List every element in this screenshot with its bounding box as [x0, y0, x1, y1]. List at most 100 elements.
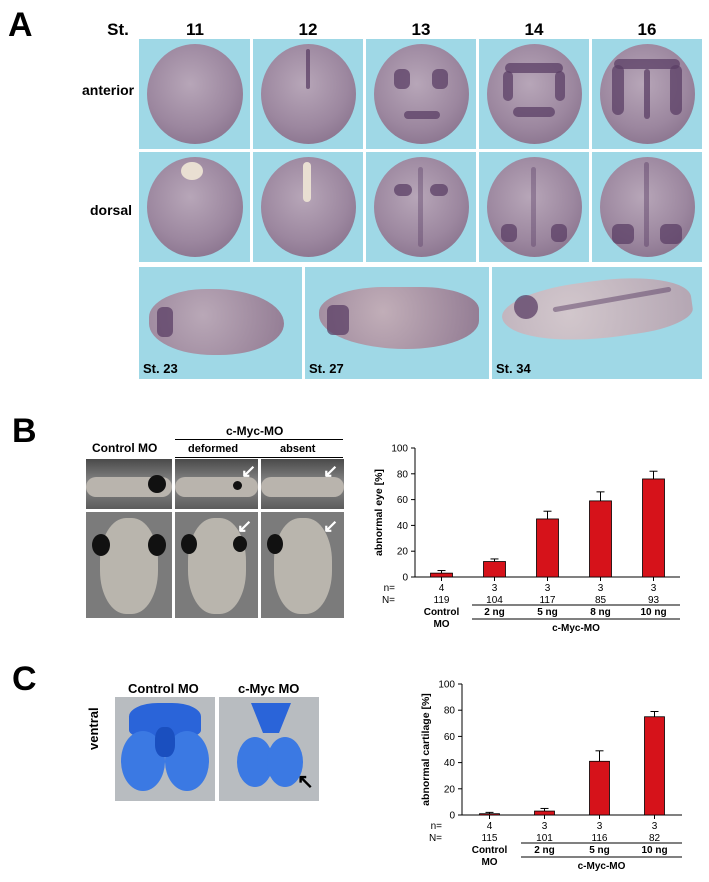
arrow-icon: ↙ — [241, 461, 257, 481]
arrow-icon: ↙ — [323, 516, 339, 536]
arrow-icon: ↙ — [237, 516, 253, 536]
bar — [534, 810, 555, 816]
stage-prefix: St. — [107, 20, 129, 39]
group-label: c-Myc-MO — [552, 623, 600, 634]
bar — [479, 813, 500, 816]
embryo-st13-dorsal — [366, 152, 476, 262]
x-category-label: MO — [433, 619, 449, 630]
control-mo-header: Control MO — [92, 441, 158, 455]
group-label: c-Myc-MO — [578, 861, 626, 872]
y-tick-label: 60 — [397, 495, 409, 506]
x-category-label: Control — [424, 607, 460, 618]
subheader-line — [175, 457, 343, 458]
panel-c-label: C — [12, 660, 37, 698]
stage-13-label: 13 — [411, 20, 431, 39]
tadpole-dorsal-control — [86, 512, 172, 618]
bar — [644, 716, 665, 816]
n-value: 3 — [545, 583, 551, 594]
n-value: 4 — [439, 583, 445, 594]
x-category-label: MO — [481, 857, 497, 868]
panel-a-label: A — [8, 6, 33, 44]
tadpole-lateral-deformed: ↙ — [175, 459, 258, 509]
bar — [536, 518, 559, 578]
ventral-label: ventral — [86, 707, 101, 750]
y-tick-label: 80 — [444, 706, 456, 717]
N-value: 119 — [434, 595, 450, 606]
cartilage-cmyc: ↖ — [219, 697, 319, 801]
cmyc-mo-header-c: c-Myc MO — [238, 681, 300, 696]
embryo-st14-anterior — [479, 39, 589, 149]
y-tick-label: 40 — [444, 758, 456, 769]
embryo-st11-dorsal — [139, 152, 250, 262]
x-category-label: Control — [472, 845, 508, 856]
x-category-label: 8 ng — [590, 607, 611, 618]
stage-34-label: St. 34 — [496, 361, 531, 376]
absent-subheader: absent — [280, 443, 316, 455]
embryo-st12-anterior — [253, 39, 363, 149]
embryo-st16-anterior — [592, 39, 702, 149]
x-category-label: 5 ng — [537, 607, 558, 618]
stage-16-label: 16 — [637, 20, 657, 39]
y-tick-label: 100 — [391, 444, 408, 455]
tadpole-dorsal-deformed: ↙ — [175, 512, 258, 618]
arrow-icon: ↖ — [297, 771, 314, 793]
embryo-st27-lateral: St. 27 — [305, 267, 489, 379]
y-tick-label: 20 — [444, 784, 456, 795]
cmyc-header-line — [175, 439, 343, 440]
n-value: 3 — [652, 821, 658, 832]
tadpole-lateral-control — [86, 459, 172, 509]
stage-27-label: St. 27 — [309, 361, 344, 376]
x-category-label: 2 ng — [484, 607, 505, 618]
embryo-st23-lateral: St. 23 — [139, 267, 302, 379]
n-value: 3 — [542, 821, 548, 832]
x-category-label: 10 ng — [641, 845, 667, 856]
bar — [483, 561, 506, 578]
y-tick-label: 0 — [449, 811, 455, 822]
N-value: 101 — [536, 833, 553, 844]
n-value: 3 — [492, 583, 498, 594]
N-value: 93 — [648, 595, 660, 606]
tadpole-lateral-absent: ↙ — [261, 459, 344, 509]
y-tick-label: 80 — [397, 469, 409, 480]
panel-b-label: B — [12, 412, 37, 450]
y-axis-label: abnormal cartilage [%] — [420, 693, 432, 806]
bar — [589, 500, 612, 578]
cartilage-control — [115, 697, 215, 801]
y-tick-label: 20 — [397, 547, 409, 558]
bar — [642, 478, 665, 578]
n-value: 3 — [598, 583, 604, 594]
row-label-anterior: anterior — [82, 82, 135, 98]
N-value: 82 — [649, 833, 661, 844]
stage-23-label: St. 23 — [143, 361, 178, 376]
control-mo-header-c: Control MO — [128, 681, 199, 696]
chart-abnormal-eye: 0 20 40 60 80 100 abnormal eye [%] 4119ControlM… — [373, 444, 680, 634]
N-row-label: N= — [429, 833, 442, 844]
y-tick-label: 100 — [438, 680, 455, 691]
n-row-label: n= — [431, 821, 443, 832]
N-value: 116 — [592, 833, 608, 844]
x-category-label: 10 ng — [640, 607, 666, 618]
x-category-label: 2 ng — [534, 845, 555, 856]
N-value: 115 — [482, 833, 498, 844]
embryo-st16-dorsal — [592, 152, 702, 262]
n-row-label: n= — [384, 583, 396, 594]
y-tick-label: 40 — [397, 521, 409, 532]
arrow-icon: ↙ — [323, 461, 339, 481]
chart-abnormal-cartilage: 0 20 40 60 80 100 abnormal cartilage [%] 4115Co… — [420, 680, 682, 872]
y-axis-label: abnormal eye [%] — [373, 469, 385, 556]
embryo-st12-dorsal — [253, 152, 363, 262]
N-value: 117 — [540, 595, 556, 606]
N-value: 85 — [595, 595, 607, 606]
y-tick-label: 0 — [402, 573, 408, 584]
stage-11-label: 11 — [186, 20, 204, 39]
y-tick-label: 60 — [444, 732, 456, 743]
x-category-label: 5 ng — [589, 845, 610, 856]
stage-12-label: 12 — [298, 20, 318, 39]
N-row-label: N= — [382, 595, 395, 606]
embryo-st14-dorsal — [479, 152, 589, 262]
embryo-st34-lateral: St. 34 — [492, 267, 702, 379]
tadpole-dorsal-absent: ↙ — [261, 512, 344, 618]
deformed-subheader: deformed — [188, 443, 239, 455]
row-label-dorsal: dorsal — [90, 202, 133, 218]
cmyc-mo-header: c-Myc-MO — [226, 424, 284, 438]
